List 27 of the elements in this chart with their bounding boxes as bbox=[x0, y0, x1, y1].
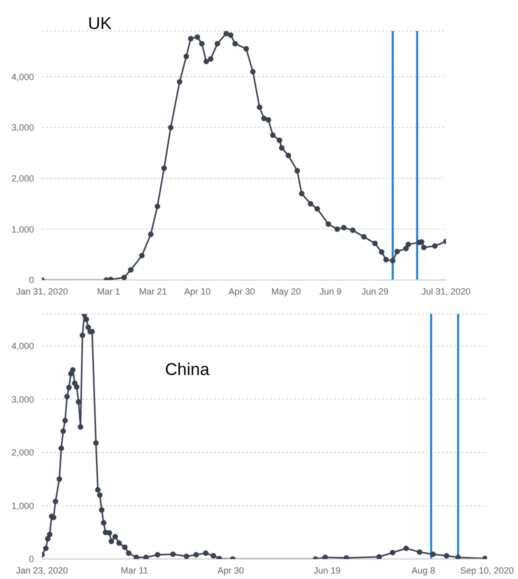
y-tick-label: 0 bbox=[28, 554, 34, 564]
x-tick-label: Apr 30 bbox=[228, 286, 256, 296]
x-tick-label: Mar 11 bbox=[120, 565, 148, 576]
y-tick-label: 1,000 bbox=[11, 500, 34, 511]
y-tick-label: 2,000 bbox=[11, 174, 34, 184]
y-tick-label: 4,000 bbox=[11, 72, 34, 82]
x-tick-label: May 20 bbox=[271, 286, 301, 296]
x-tick-label: Mar 1 bbox=[97, 286, 120, 296]
y-tick-label: 3,000 bbox=[11, 122, 34, 133]
x-tick-label: Jul 31, 2020 bbox=[421, 286, 471, 296]
x-tick-label: Jun 19 bbox=[314, 565, 341, 576]
x-tick-label: Jun 29 bbox=[361, 286, 388, 296]
x-tick-label: Sep 10, 2020 bbox=[460, 565, 514, 576]
y-tick-label: 4,000 bbox=[11, 341, 34, 352]
x-tick-label: Jun 9 bbox=[320, 286, 342, 296]
x-tick-label: Aug 8 bbox=[412, 565, 436, 576]
x-tick-label: Jan 23, 2020 bbox=[16, 565, 68, 576]
y-tick-label: 2,000 bbox=[11, 448, 34, 458]
y-tick-label: 0 bbox=[28, 275, 34, 286]
y-tick-label: 1,000 bbox=[11, 224, 34, 234]
x-tick-label: Jan 31, 2020 bbox=[16, 286, 68, 296]
annotation: China bbox=[165, 360, 210, 380]
y-tick-label: 3,000 bbox=[11, 394, 34, 404]
annotation: UK bbox=[88, 14, 112, 34]
x-tick-label: Apr 10 bbox=[184, 286, 211, 296]
x-tick-label: Apr 30 bbox=[218, 565, 244, 576]
x-tick-label: Mar 21 bbox=[138, 286, 167, 296]
